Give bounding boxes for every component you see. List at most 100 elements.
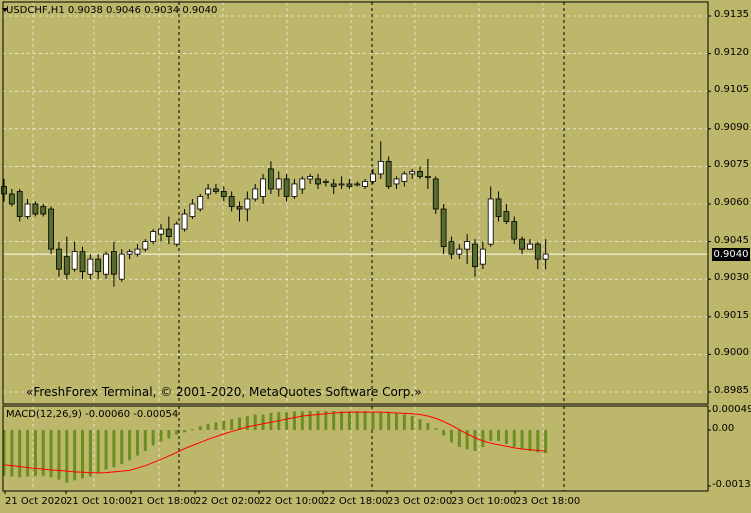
candle-body	[260, 178, 266, 197]
candle	[103, 251, 109, 280]
macd-bar	[104, 430, 108, 470]
macd-bar	[183, 430, 187, 433]
macd-bar	[41, 430, 45, 476]
macd-bar	[26, 430, 30, 477]
macd-bar	[49, 430, 53, 478]
chart-frames	[2, 1, 709, 492]
candle	[417, 166, 423, 179]
candle	[315, 173, 321, 189]
candle	[299, 176, 306, 194]
candle	[24, 198, 31, 220]
price-scale-label: 0.8985	[714, 385, 749, 396]
candle-body	[220, 191, 227, 197]
candle-body	[252, 188, 259, 200]
candle-body	[283, 178, 290, 197]
macd-bar	[18, 430, 22, 478]
price-scale-label: 0.9060	[714, 197, 749, 208]
macd-bar	[528, 430, 532, 451]
macd-bar	[10, 430, 14, 477]
macd-bar	[520, 430, 524, 450]
macd-bar	[371, 412, 375, 430]
candle-body	[71, 251, 78, 270]
candle-body	[79, 251, 86, 273]
candle	[111, 241, 117, 287]
candle-body	[377, 160, 384, 175]
price-scale-label: 0.9030	[714, 272, 749, 284]
candle	[542, 239, 549, 270]
macd-bar	[300, 411, 304, 430]
candle-body	[354, 183, 361, 186]
candle	[228, 191, 235, 212]
macd-bar	[355, 411, 359, 430]
candle-body	[134, 248, 141, 255]
candle-body	[8, 193, 15, 205]
macd-bar	[73, 430, 77, 481]
candle	[213, 183, 219, 194]
candle-body	[165, 228, 172, 237]
macd-bar	[214, 422, 218, 430]
candle-body	[409, 171, 416, 175]
candle	[126, 249, 133, 260]
candle	[495, 191, 502, 222]
candle-body	[48, 208, 54, 250]
macd-bar	[190, 429, 194, 431]
candle	[401, 171, 408, 187]
candle	[338, 176, 345, 189]
macd-bar	[65, 430, 69, 483]
macd-scale-label: 0.00049	[712, 404, 751, 415]
time-scale-label: 23 Oct 02:00	[387, 496, 453, 507]
price-scale-label: 0.9135	[714, 9, 749, 20]
macd-bar	[536, 430, 540, 453]
macd-bar	[402, 414, 406, 430]
candle-body	[307, 176, 314, 180]
macd-bar	[316, 411, 320, 430]
candle-body	[534, 243, 541, 260]
current-price-badge: 0.9040	[712, 248, 750, 262]
candle-body	[267, 168, 274, 190]
candle	[527, 239, 533, 250]
candle-body	[189, 203, 196, 217]
macd-bar	[112, 430, 116, 468]
candle-body	[527, 243, 533, 250]
candle-body	[511, 221, 518, 240]
macd-bar	[347, 411, 351, 430]
macd-bar	[151, 430, 155, 446]
macd-bar	[253, 414, 257, 430]
candle	[150, 229, 157, 245]
candle-body	[479, 248, 486, 265]
candle	[252, 183, 259, 202]
candle	[260, 173, 266, 204]
candle	[370, 168, 376, 184]
macd-bar	[198, 426, 202, 430]
candle-body	[228, 196, 235, 207]
candle-body	[118, 253, 125, 280]
macd-bar	[442, 430, 446, 436]
candle	[197, 193, 204, 212]
macd-bar	[504, 430, 508, 444]
candle-body	[440, 208, 447, 248]
price-scale-label: 0.9015	[714, 309, 749, 321]
macd-scale-label: 0.00	[712, 423, 735, 434]
candle	[56, 241, 62, 277]
candle-body	[385, 160, 392, 187]
candle-body	[56, 248, 62, 270]
candle	[511, 216, 518, 245]
candle	[87, 254, 94, 280]
macd-bar	[88, 430, 92, 477]
macd-bar	[481, 430, 485, 448]
price-grid	[3, 2, 711, 494]
macd-bar	[33, 430, 37, 477]
macd-bar	[261, 414, 265, 430]
macd-bar	[497, 430, 501, 441]
macd-header: MACD(12,26,9) -0.00060 -0.00054	[6, 409, 179, 420]
macd-bar	[292, 411, 296, 430]
candle-body	[150, 231, 157, 243]
candle	[487, 186, 494, 247]
macd-bar	[222, 420, 226, 430]
macd-bar	[465, 430, 469, 450]
chart-menu-triangle-icon[interactable]	[2, 8, 8, 12]
candle-body	[346, 183, 353, 187]
candle-body	[275, 178, 282, 190]
candle-body	[417, 171, 423, 177]
